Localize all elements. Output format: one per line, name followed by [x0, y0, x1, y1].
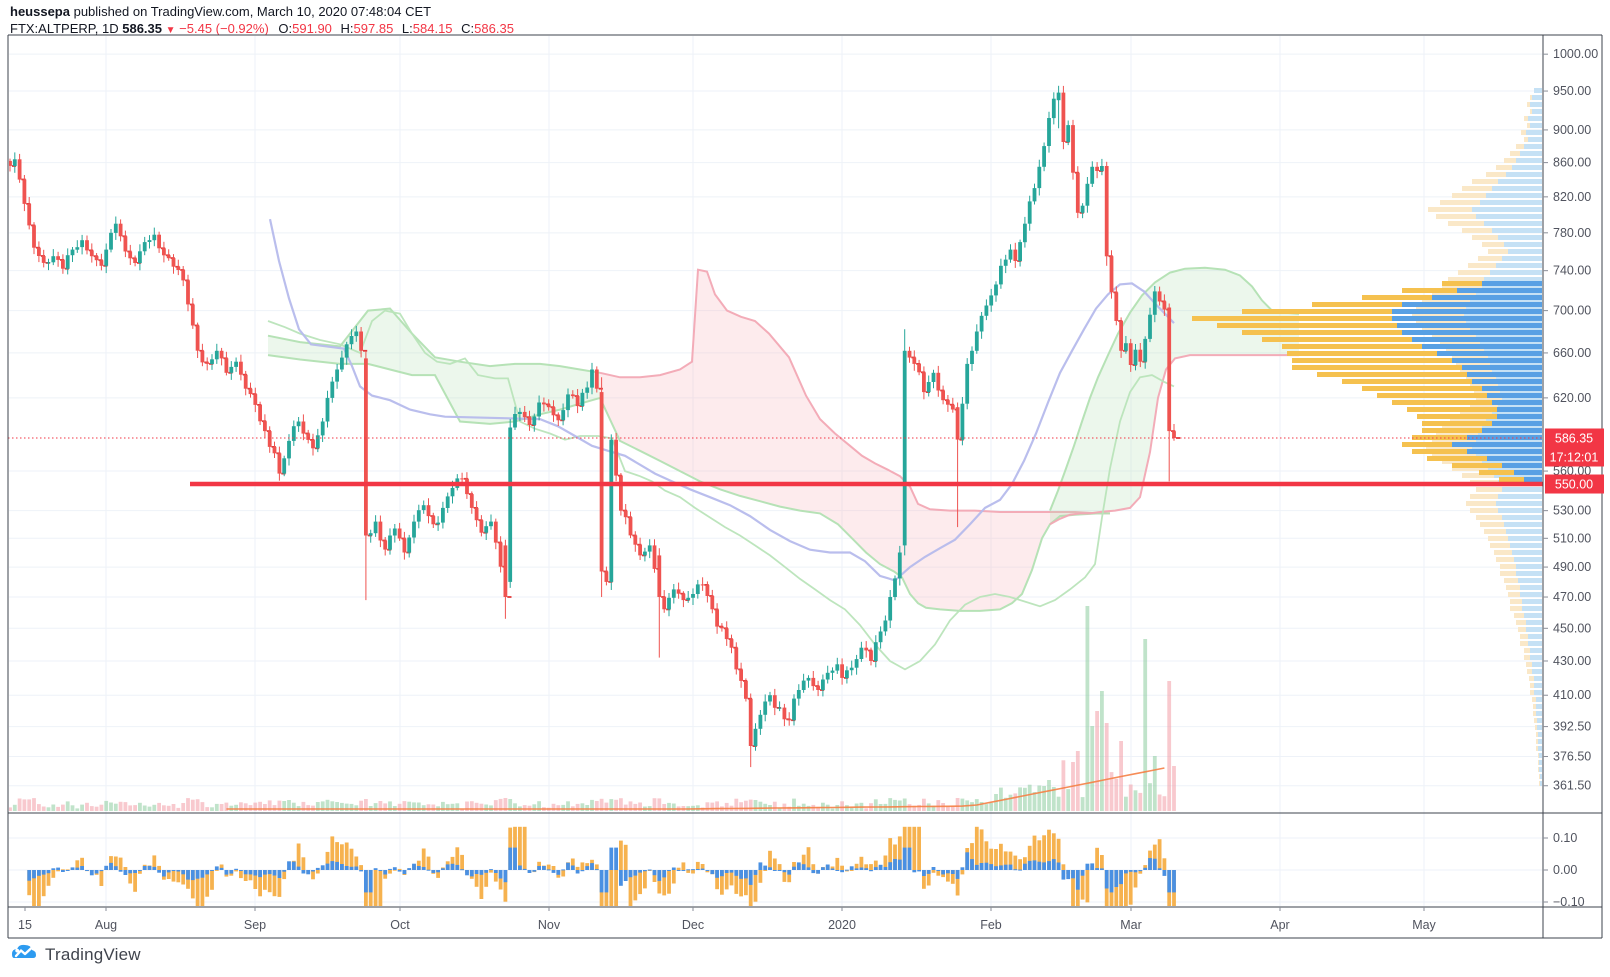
price-tick-label: 430.00: [1553, 654, 1591, 668]
volume-layer: [9, 606, 1176, 811]
open-label: O:: [278, 21, 293, 36]
time-tick-label: Apr: [1270, 918, 1289, 932]
high-label: H:: [340, 21, 354, 36]
candles-layer[interactable]: [8, 85, 1181, 768]
price-tick-label: 392.50: [1553, 720, 1591, 734]
osc-tick-label: 0.00: [1553, 863, 1577, 877]
price-tick-label: 900.00: [1553, 123, 1591, 137]
svg-text:17:12:01: 17:12:01: [1550, 451, 1599, 465]
publish-info: heussepa published on TradingView.com, M…: [10, 3, 431, 20]
last-price-badge: [1545, 428, 1604, 448]
price-tick-label: 450.00: [1553, 621, 1591, 635]
price-tick-label: 470.00: [1553, 590, 1591, 604]
price-tick-label: 660.00: [1553, 346, 1591, 360]
close-label: C:: [461, 21, 475, 36]
time-tick-label: 2020: [828, 918, 856, 932]
volume-ma-line: [226, 767, 1165, 810]
tenkan-line: [267, 309, 1175, 671]
price-tick-label: 780.00: [1553, 226, 1591, 240]
svg-text:550.00: 550.00: [1555, 478, 1593, 492]
price-tick-label: 740.00: [1553, 264, 1591, 278]
ichimoku-cloud-layer: [267, 266, 1300, 612]
ichimoku-lines-layer: [267, 218, 1175, 671]
time-tick-label: Mar: [1120, 918, 1142, 932]
grid-lines: [9, 36, 1542, 906]
oscillator-layer: [27, 826, 1176, 906]
time-tick-label: Nov: [538, 918, 561, 932]
time-tick-label: Aug: [95, 918, 117, 932]
level-price-badge: [1545, 474, 1604, 494]
osc-tick-label: −0.10: [1553, 895, 1585, 909]
open-value: 591.90: [292, 21, 332, 36]
countdown-badge: [1545, 447, 1604, 467]
time-tick-label: Sep: [244, 918, 266, 932]
price-tick-label: 530.00: [1553, 504, 1591, 518]
time-axis[interactable]: 15 Aug Sep Oct Nov Dec 2020 Feb Mar Apr May: [18, 907, 1437, 932]
price-tick-label: 510.00: [1553, 531, 1591, 545]
symbol-name[interactable]: FTX:ALTPERP, 1D: [10, 21, 119, 36]
cloud-pink-nov-feb: [600, 269, 1110, 611]
publish-text: published on TradingView.com, March 10, …: [69, 4, 432, 19]
direction-down-icon: ▼: [165, 25, 176, 36]
time-tick-label: 15: [18, 918, 32, 932]
price-tick-label: 700.00: [1553, 304, 1591, 318]
price-tick-label: 376.50: [1553, 750, 1591, 764]
close-value: 586.35: [474, 21, 514, 36]
volume-profile-layer: [1192, 88, 1542, 786]
low-value: 584.15: [412, 21, 453, 36]
price-change: −5.45 (−0.92%): [179, 21, 269, 36]
price-tick-label: 950.00: [1553, 84, 1591, 98]
kijun-line: [268, 218, 1175, 582]
svg-text:586.35: 586.35: [1555, 432, 1593, 446]
price-axis[interactable]: 1000.00 950.00 900.00 860.00 820.00 780.00 740…: [1543, 47, 1604, 909]
price-levels[interactable]: [8, 437, 1543, 487]
tradingview-logo-icon: [12, 944, 36, 958]
time-tick-label: Feb: [980, 918, 1002, 932]
price-tick-label: 820.00: [1553, 190, 1591, 204]
price-tick-label: 860.00: [1553, 156, 1591, 170]
last-price: 586.35: [122, 21, 162, 36]
price-tick-label: 490.00: [1553, 560, 1591, 574]
low-label: L:: [401, 21, 413, 36]
time-tick-label: Dec: [682, 918, 704, 932]
high-value: 597.85: [353, 21, 394, 36]
osc-tick-label: 0.10: [1553, 831, 1577, 845]
price-tick-label: 361.50: [1553, 779, 1591, 793]
price-tick-label: 410.00: [1553, 688, 1591, 702]
symbol-row: FTX:ALTPERP, 1D 586.35 ▼ −5.45 (−0.92%) …: [10, 20, 514, 39]
price-tick-label: 1000.00: [1553, 47, 1598, 61]
tradingview-brand[interactable]: TradingView: [11, 942, 141, 968]
brand-text: TradingView: [45, 945, 141, 964]
author-name: heussepa: [10, 4, 70, 19]
time-tick-label: Oct: [390, 918, 410, 932]
time-tick-label: May: [1412, 918, 1436, 932]
price-tick-label: 620.00: [1553, 391, 1591, 405]
